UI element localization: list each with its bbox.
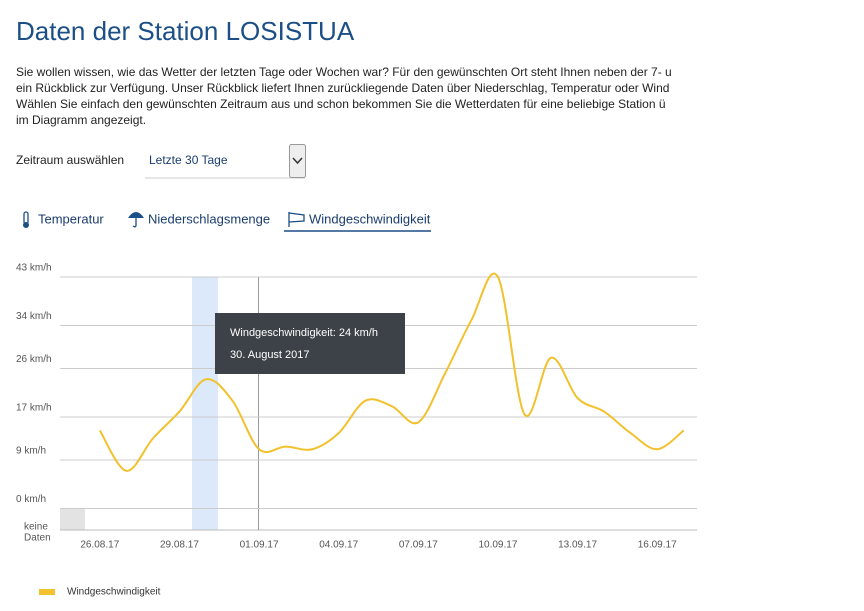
tooltip-box	[215, 313, 405, 374]
tooltip: Windgeschwindigkeit: 24 km/h 30. August …	[215, 313, 405, 374]
x-tick-label: 04.09.17	[319, 540, 358, 551]
y-tick-label: 26 km/h	[16, 354, 52, 365]
intro-line: im Diagramm angezeigt.	[16, 113, 146, 127]
tab-label: Niederschlagsmenge	[148, 211, 270, 226]
tab[interactable]: Niederschlagsmenge	[128, 211, 270, 228]
tab[interactable]: Windgeschwindigkeit	[284, 211, 431, 232]
x-tick-label: 10.09.17	[478, 540, 517, 551]
x-tick-label: 13.09.17	[558, 540, 597, 551]
no-data-area	[60, 508, 85, 530]
x-tick-label: 16.09.17	[638, 540, 677, 551]
y-tick-label: 9 km/h	[16, 446, 46, 457]
hover-band	[192, 277, 218, 530]
period-label: Zeitraum auswählen	[16, 153, 124, 167]
select-button	[289, 144, 306, 178]
thermometer-icon	[23, 222, 29, 228]
y-tick-label: 34 km/h	[16, 311, 52, 322]
chart: keine Daten 0 km/h 9 km/h 17 km/h 26 km/h 34…	[16, 263, 697, 551]
no-data-label: keine	[24, 522, 48, 533]
legend: Windgeschwindigkeit	[39, 587, 161, 598]
intro-line: Sie wollen wissen, wie das Wetter der le…	[16, 65, 672, 79]
intro-line: ein Rückblick zur Verfügung. Unser Rückb…	[16, 81, 669, 95]
tooltip-text: 30. August 2017	[230, 349, 310, 361]
x-tick-label: 26.08.17	[80, 540, 119, 551]
tab-label: Temperatur	[38, 211, 104, 226]
x-tick-label: 29.08.17	[160, 540, 199, 551]
select-arrow	[292, 157, 303, 165]
legend-label: Windgeschwindigkeit	[67, 587, 161, 598]
x-tick-label: 01.09.17	[240, 540, 279, 551]
page-title: Daten der Station LOSISTUA	[16, 16, 355, 46]
y-tick-label: 43 km/h	[16, 263, 52, 274]
period-select[interactable]: Letzte 30 Tage	[145, 144, 306, 179]
intro-line: Wählen Sie einfach den gewünschten Zeitr…	[16, 97, 666, 111]
legend-swatch	[39, 589, 55, 595]
y-tick-label: 0 km/h	[16, 494, 46, 505]
windsock-icon	[288, 212, 305, 227]
y-tick-label: 17 km/h	[16, 403, 52, 414]
tab[interactable]: Temperatur	[23, 211, 104, 228]
tab-label: Windgeschwindigkeit	[309, 211, 431, 226]
no-data-label: Daten	[24, 533, 51, 544]
series-line	[98, 272, 685, 472]
tooltip-text: Windgeschwindigkeit: 24 km/h	[230, 327, 378, 339]
select-value: Letzte 30 Tage	[149, 153, 228, 167]
umbrella-icon	[128, 212, 144, 218]
x-tick-label: 07.09.17	[399, 540, 438, 551]
umbrella-icon	[132, 218, 137, 228]
